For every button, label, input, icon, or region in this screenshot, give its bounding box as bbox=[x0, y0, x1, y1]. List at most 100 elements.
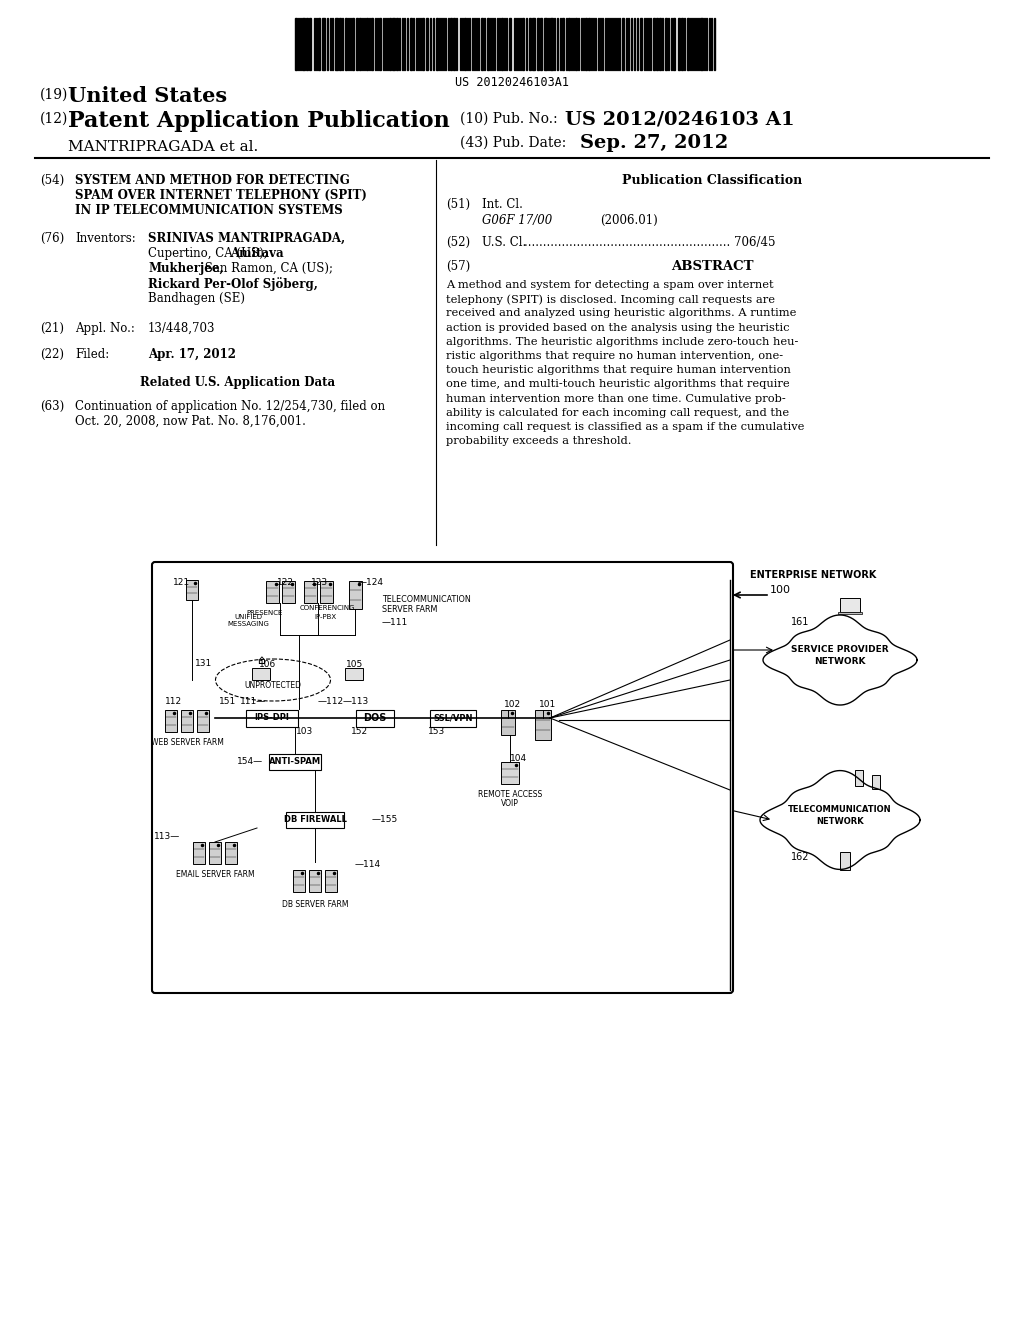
Bar bbox=[426, 18, 428, 70]
Bar bbox=[410, 18, 412, 70]
Text: DB SERVER FARM: DB SERVER FARM bbox=[282, 900, 348, 909]
Text: (51): (51) bbox=[446, 198, 470, 211]
Bar bbox=[562, 18, 564, 70]
Bar bbox=[450, 18, 452, 70]
Text: (54): (54) bbox=[40, 174, 65, 187]
Bar bbox=[209, 842, 221, 865]
Bar bbox=[453, 18, 455, 70]
Bar bbox=[681, 18, 683, 70]
Bar bbox=[269, 754, 321, 770]
Bar bbox=[181, 710, 193, 733]
Text: (2006.01): (2006.01) bbox=[600, 214, 657, 227]
Bar bbox=[872, 775, 880, 789]
Bar bbox=[319, 581, 333, 603]
Text: (21): (21) bbox=[40, 322, 63, 335]
Text: Oct. 20, 2008, now Pat. No. 8,176,001.: Oct. 20, 2008, now Pat. No. 8,176,001. bbox=[75, 414, 306, 428]
Text: 111—: 111— bbox=[240, 697, 266, 706]
Text: Int. Cl.: Int. Cl. bbox=[482, 198, 523, 211]
Text: ability is calculated for each incoming call request, and the: ability is calculated for each incoming … bbox=[446, 408, 790, 418]
Bar bbox=[265, 581, 279, 603]
Bar bbox=[318, 18, 319, 70]
Bar bbox=[540, 18, 542, 70]
FancyBboxPatch shape bbox=[152, 562, 733, 993]
Bar bbox=[286, 812, 344, 828]
Text: (52): (52) bbox=[446, 236, 470, 249]
Bar bbox=[303, 581, 316, 603]
Text: SRINIVAS MANTRIPRAGADA,: SRINIVAS MANTRIPRAGADA, bbox=[148, 232, 345, 246]
Text: NETWORK: NETWORK bbox=[816, 817, 864, 826]
Text: —114: —114 bbox=[355, 861, 381, 869]
Bar bbox=[293, 870, 305, 892]
Bar bbox=[345, 668, 362, 680]
Bar bbox=[501, 762, 519, 784]
Bar bbox=[366, 18, 368, 70]
Bar bbox=[352, 18, 354, 70]
Text: CONFERENCING: CONFERENCING bbox=[300, 605, 355, 611]
Text: Amitava: Amitava bbox=[230, 247, 284, 260]
Bar bbox=[700, 18, 703, 70]
Text: IPS-DPI: IPS-DPI bbox=[255, 714, 290, 722]
Bar bbox=[193, 842, 205, 865]
Bar bbox=[295, 18, 297, 70]
Text: 112: 112 bbox=[165, 697, 182, 706]
Text: DOS: DOS bbox=[364, 713, 387, 723]
Text: SYSTEM AND METHOD FOR DETECTING: SYSTEM AND METHOD FOR DETECTING bbox=[75, 174, 350, 187]
Text: SSL/VPN: SSL/VPN bbox=[433, 714, 473, 722]
Bar bbox=[371, 18, 373, 70]
Text: (10) Pub. No.:: (10) Pub. No.: bbox=[460, 112, 562, 125]
Bar bbox=[165, 710, 177, 733]
Bar bbox=[588, 18, 590, 70]
Bar bbox=[422, 18, 424, 70]
Text: Cupertino, CA (US);: Cupertino, CA (US); bbox=[148, 247, 271, 260]
Text: (63): (63) bbox=[40, 400, 65, 413]
Text: Apr. 17, 2012: Apr. 17, 2012 bbox=[148, 348, 236, 360]
Bar bbox=[246, 710, 298, 726]
Bar bbox=[252, 668, 270, 680]
Bar bbox=[653, 18, 655, 70]
Bar bbox=[509, 18, 511, 70]
Bar bbox=[356, 18, 358, 70]
Text: Mukherjee,: Mukherjee, bbox=[148, 261, 223, 275]
Text: TELECOMMUNICATION: TELECOMMUNICATION bbox=[382, 595, 471, 605]
Text: TELECOMMUNICATION: TELECOMMUNICATION bbox=[788, 805, 892, 814]
Text: ristic algorithms that require no human intervention, one-: ristic algorithms that require no human … bbox=[446, 351, 783, 360]
Text: US 20120246103A1: US 20120246103A1 bbox=[455, 77, 569, 88]
Text: 161: 161 bbox=[791, 616, 809, 627]
Bar bbox=[282, 581, 295, 603]
Text: 153: 153 bbox=[428, 727, 445, 737]
Bar bbox=[522, 18, 524, 70]
Bar bbox=[339, 18, 341, 70]
Bar bbox=[678, 18, 680, 70]
Text: 121: 121 bbox=[173, 578, 190, 587]
Text: ENTERPRISE NETWORK: ENTERPRISE NETWORK bbox=[750, 570, 877, 579]
Bar bbox=[348, 581, 361, 609]
Bar bbox=[622, 18, 624, 70]
Bar bbox=[568, 18, 570, 70]
Text: 103: 103 bbox=[296, 727, 313, 737]
Text: 100: 100 bbox=[769, 585, 791, 595]
Text: algorithms. The heuristic algorithms include zero-touch heu-: algorithms. The heuristic algorithms inc… bbox=[446, 337, 799, 347]
Bar bbox=[501, 710, 515, 735]
Text: SPAM OVER INTERNET TELEPHONY (SPIT): SPAM OVER INTERNET TELEPHONY (SPIT) bbox=[75, 189, 367, 202]
Text: 152: 152 bbox=[351, 727, 369, 737]
Bar bbox=[640, 18, 642, 70]
Text: MESSAGING: MESSAGING bbox=[227, 620, 269, 627]
Text: WEB SERVER FARM: WEB SERVER FARM bbox=[151, 738, 223, 747]
Text: action is provided based on the analysis using the heuristic: action is provided based on the analysis… bbox=[446, 322, 790, 333]
Text: San Ramon, CA (US);: San Ramon, CA (US); bbox=[201, 261, 333, 275]
Bar bbox=[537, 18, 539, 70]
Bar bbox=[396, 18, 398, 70]
Bar bbox=[306, 18, 308, 70]
Bar bbox=[532, 18, 535, 70]
Text: ANTI-SPAM: ANTI-SPAM bbox=[269, 758, 322, 767]
Text: 13/448,703: 13/448,703 bbox=[148, 322, 215, 335]
Text: human intervention more than one time. Cumulative prob-: human intervention more than one time. C… bbox=[446, 393, 785, 404]
Text: —111: —111 bbox=[382, 618, 409, 627]
Bar bbox=[335, 18, 338, 70]
Text: —112: —112 bbox=[318, 697, 344, 706]
Text: 162: 162 bbox=[791, 851, 809, 862]
Text: Bandhagen (SE): Bandhagen (SE) bbox=[148, 292, 245, 305]
Bar bbox=[840, 851, 850, 870]
Bar bbox=[225, 842, 237, 865]
Text: (22): (22) bbox=[40, 348, 63, 360]
